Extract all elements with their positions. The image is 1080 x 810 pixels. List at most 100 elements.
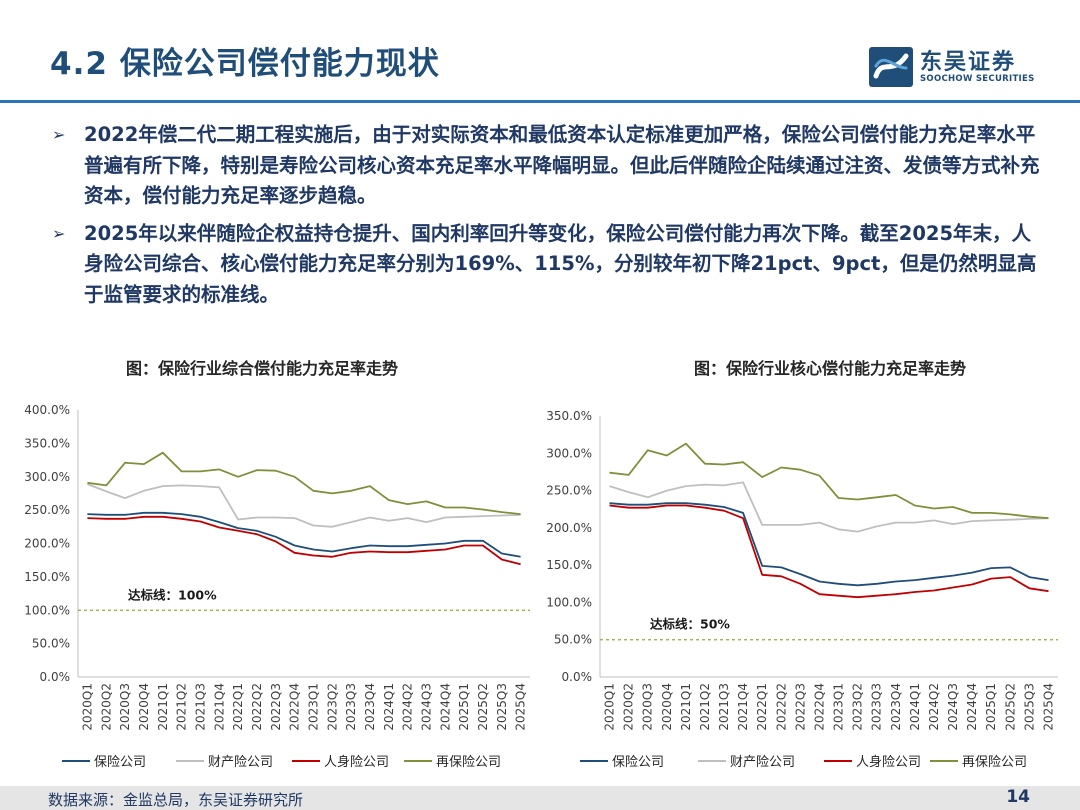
y-tick-label: 150.0%: [24, 570, 70, 584]
x-tick-label: 2020Q2: [622, 683, 636, 731]
x-tick-label: 2025Q3: [1022, 683, 1036, 731]
y-tick-label: 250.0%: [24, 503, 70, 517]
chart-core-solvency: 图：保险行业核心偿付能力充足率走势 0.0% 50.0% 100.0% 150.0% 20…: [546, 359, 1058, 770]
x-tick-label: 2021Q3: [717, 683, 731, 731]
x-tick-label: 2023Q1: [306, 683, 320, 731]
bullet-item: ➢ 2022年偿二代二期工程实施后，由于对实际资本和最低资本认定标准更加严格，保…: [52, 120, 1042, 212]
x-tick-label: 2022Q2: [250, 683, 264, 731]
x-tick-label: 2025Q4: [1041, 683, 1055, 731]
series-line-财产险公司: [87, 483, 521, 528]
legend-label: 人身险公司: [324, 754, 389, 770]
x-tick-label: 2020Q1: [80, 683, 94, 731]
y-tick-label: 100.0%: [546, 595, 592, 609]
y-tick-label: 350.0%: [24, 436, 70, 450]
logo-en-text: SOOCHOW SECURITIES: [920, 74, 1035, 84]
x-tick-label: 2024Q2: [401, 683, 415, 731]
y-tick-label: 400.0%: [24, 403, 70, 417]
x-tick-label: 2022Q3: [269, 683, 283, 731]
footer-bar: [0, 786, 1080, 810]
reference-line-label: 达标线：50%: [650, 617, 730, 632]
x-tick-label: 2021Q4: [736, 683, 750, 731]
legend-label: 再保险公司: [962, 755, 1027, 770]
x-tick-label: 2024Q4: [965, 683, 979, 731]
x-tick-label: 2024Q4: [438, 683, 452, 731]
x-tick-label: 2023Q3: [870, 683, 884, 731]
series-line-保险公司: [87, 511, 521, 558]
x-tick-label: 2025Q1: [984, 683, 998, 731]
x-tick-label: 2022Q1: [755, 683, 769, 731]
x-tick-label: 2025Q2: [476, 683, 490, 731]
page-title: 4.2 保险公司偿付能力现状: [50, 46, 440, 82]
x-tick-label: 2025Q2: [1003, 683, 1017, 731]
brand-logo: 东吴证券 SOOCHOW SECURITIES: [868, 44, 1038, 92]
y-tick-label: 0.0%: [40, 670, 71, 684]
x-tick-label: 2020Q4: [137, 683, 151, 731]
x-tick-label: 2024Q3: [419, 683, 433, 731]
x-tick-label: 2021Q3: [193, 683, 207, 731]
data-source: 数据来源：金监总局，东吴证券研究所: [48, 791, 304, 809]
x-tick-label: 2023Q3: [344, 683, 358, 731]
legend-label: 财产险公司: [208, 755, 273, 770]
x-tick-label: 2023Q2: [851, 683, 865, 731]
legend-label: 保险公司: [612, 755, 664, 770]
x-tick-label: 2023Q4: [363, 683, 377, 731]
y-tick-label: 300.0%: [24, 470, 70, 484]
page-number: 14: [1006, 787, 1030, 807]
y-tick-label: 200.0%: [546, 521, 592, 535]
legend-label: 人身险公司: [856, 754, 921, 770]
bullet-text: 2025年以来伴随险企权益持仓提升、国内利率回升等变化，保险公司偿付能力再次下降…: [84, 221, 1037, 306]
x-tick-label: 2023Q1: [832, 683, 846, 731]
arrow-bullet-icon: ➢: [52, 223, 66, 243]
reference-line-label: 达标线：100%: [128, 587, 217, 602]
x-tick-label: 2020Q3: [641, 683, 655, 731]
x-tick-label: 2021Q2: [698, 683, 712, 731]
series-line-人身险公司: [609, 504, 1049, 599]
x-tick-label: 2025Q4: [514, 683, 528, 731]
logo-mark-icon: [869, 47, 913, 87]
x-tick-label: 2021Q1: [156, 683, 170, 731]
x-tick-label: 2024Q1: [382, 683, 396, 731]
x-tick-label: 2020Q3: [118, 683, 132, 731]
x-tick-label: 2024Q2: [927, 683, 941, 731]
x-tick-label: 2024Q3: [946, 683, 960, 731]
x-tick-label: 2021Q2: [175, 683, 189, 731]
chart-title: 图：保险行业综合偿付能力充足率走势: [126, 359, 398, 378]
x-tick-label: 2022Q1: [231, 683, 245, 731]
x-tick-label: 2025Q3: [495, 683, 509, 731]
x-tick-label: 2022Q4: [812, 683, 826, 731]
bullet-list: ➢ 2022年偿二代二期工程实施后，由于对实际资本和最低资本认定标准更加严格，保…: [52, 120, 1042, 317]
y-tick-label: 250.0%: [546, 484, 592, 498]
y-tick-label: 50.0%: [554, 633, 592, 647]
x-tick-label: 2022Q2: [774, 683, 788, 731]
y-tick-label: 200.0%: [24, 537, 70, 551]
bullet-text: 2022年偿二代二期工程实施后，由于对实际资本和最低资本认定标准更加严格，保险公…: [84, 123, 1040, 207]
x-tick-label: 2022Q3: [793, 683, 807, 731]
x-tick-label: 2020Q2: [99, 683, 113, 731]
x-tick-label: 2020Q4: [660, 683, 674, 731]
chart-title: 图：保险行业核心偿付能力充足率走势: [694, 359, 966, 378]
arrow-bullet-icon: ➢: [52, 125, 66, 144]
y-tick-label: 0.0%: [562, 670, 593, 684]
x-tick-label: 2024Q1: [908, 683, 922, 731]
chart-composite-solvency: 图：保险行业综合偿付能力充足率走势 0.0% 50.0% 100.0% 150.0% 20…: [24, 359, 530, 770]
bullet-item: ➢ 2025年以来伴随险企权益持仓提升、国内利率回升等变化，保险公司偿付能力再次…: [52, 219, 1042, 311]
series-line-再保险公司: [609, 442, 1049, 520]
header-divider: [0, 100, 1080, 103]
series-line-保险公司: [609, 502, 1049, 587]
logo-cn-text: 东吴证券: [920, 50, 1017, 75]
x-tick-label: 2021Q4: [212, 683, 226, 731]
x-tick-label: 2023Q2: [325, 683, 339, 731]
legend-label: 财产险公司: [730, 755, 795, 770]
series-line-再保险公司: [87, 451, 521, 515]
x-tick-label: 2023Q4: [889, 683, 903, 731]
legend-label: 再保险公司: [436, 755, 501, 770]
y-tick-label: 300.0%: [546, 446, 592, 460]
x-tick-label: 2020Q1: [603, 683, 617, 731]
x-tick-label: 2025Q1: [457, 683, 471, 731]
y-tick-label: 150.0%: [546, 558, 592, 572]
x-tick-label: 2021Q1: [679, 683, 693, 731]
legend-label: 保险公司: [94, 755, 146, 770]
series-line-人身险公司: [87, 515, 521, 566]
series-line-财产险公司: [609, 481, 1049, 533]
x-tick-label: 2022Q4: [288, 683, 302, 731]
